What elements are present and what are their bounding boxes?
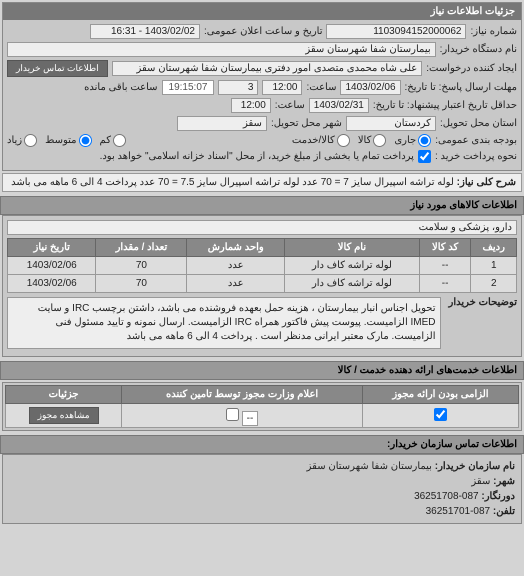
footer-fax: 087-36251708 — [414, 491, 479, 502]
days-remain: 3 — [218, 80, 258, 95]
budget-radio-group: جاری کالا کالا/خدمت — [292, 134, 431, 147]
requester-value: بیمارستان شفا شهرستان سقز — [7, 42, 436, 57]
valid-time: 12:00 — [231, 98, 271, 113]
table-row: 1--لوله تراشه کاف دارعدد701403/02/06 — [8, 257, 517, 275]
payment-choice-label: نحوه پرداخت خرید : — [435, 151, 517, 162]
budget-radio-current[interactable] — [418, 134, 431, 147]
goods-table: ردیف کد کالا نام کالا واحد شمارش تعداد /… — [7, 238, 517, 293]
need-desc-label: شرح کلی نیاز: — [457, 177, 516, 188]
goods-section: دارو، پزشکی و سلامت ردیف کد کالا نام کال… — [2, 215, 522, 357]
valid-time-label: ساعت: — [275, 100, 305, 111]
creator-label: ایجاد کننده درخواست: — [426, 63, 517, 74]
auth-row: -- مشاهده مجوز — [6, 404, 519, 428]
budget-radio-goods[interactable] — [373, 134, 386, 147]
budget-label: بودجه بندی عمومی: — [435, 135, 517, 146]
col-date: تاریخ نیاز — [8, 239, 96, 257]
province-label: استان محل تحویل: — [440, 118, 517, 129]
footer-org-label: نام سازمان خریدار: — [435, 461, 515, 472]
col-unit: واحد شمارش — [187, 239, 285, 257]
need-no-label: شماره نیاز: — [470, 26, 517, 37]
deadline-date: 1403/02/06 — [340, 80, 400, 95]
payment-checkbox-input[interactable] — [418, 150, 431, 163]
auth-combo[interactable]: -- — [242, 411, 259, 426]
payment-note: پرداخت تمام یا بخشی از مبلغ خرید، از محل… — [100, 151, 414, 162]
priority-radio-group: کم متوسط زیاد — [7, 134, 126, 147]
city-label: شهر محل تحویل: — [271, 118, 342, 129]
announce-value: 1403/02/02 - 16:31 — [90, 24, 200, 39]
valid-date: 1403/02/31 — [309, 98, 369, 113]
priority-radio-low[interactable] — [113, 134, 126, 147]
footer-city-label: شهر: — [493, 476, 515, 487]
basic-info: شماره نیاز: 1103094152000062 تاریخ و ساع… — [3, 20, 521, 170]
col-code: کد کالا — [419, 239, 471, 257]
auth-declare-checkbox[interactable] — [226, 408, 239, 421]
footer-fax-label: دورنگار: — [481, 491, 515, 502]
auth-col-mandatory: الزامی بودن ارائه مجوز — [362, 386, 518, 404]
footer-title: اطلاعات تماس سازمان خریدار: — [0, 435, 524, 454]
main-panel: جزئیات اطلاعات نیاز شماره نیاز: 11030941… — [2, 2, 522, 171]
col-qty: تعداد / مقدار — [96, 239, 187, 257]
buyer-note-text: تحویل اجناس انبار بیمارستان ، هزینه حمل … — [7, 297, 441, 349]
footer-org: بیمارستان شفا شهرستان سقز — [307, 461, 432, 472]
city-value: سقز — [177, 116, 267, 131]
footer-section: نام سازمان خریدار: بیمارستان شفا شهرستان… — [2, 454, 522, 524]
need-description-box: شرح کلی نیاز: لوله تراشه اسپیرال سایز 7 … — [2, 173, 522, 192]
goods-category: دارو، پزشکی و سلامت — [7, 220, 517, 235]
buyer-note-label: توضیحات خریدار — [449, 297, 518, 308]
view-license-button[interactable]: مشاهده مجوز — [29, 407, 99, 424]
auth-mandatory-checkbox[interactable] — [434, 408, 447, 421]
footer-tel: 087-36251701 — [426, 506, 491, 517]
need-desc-text: لوله تراشه اسپیرال سایز 7 = 70 عدد لوله … — [11, 177, 454, 188]
goods-section-title: اطلاعات کالاهای مورد نیاز — [0, 196, 524, 215]
panel-title: جزئیات اطلاعات نیاز — [3, 3, 521, 20]
deadline-time-label: ساعت: — [306, 82, 336, 93]
auth-col-declare: اعلام وزارت مجوز توسط تامین کننده — [122, 386, 363, 404]
col-name: نام کالا — [285, 239, 420, 257]
auth-col-details: جزئیات — [6, 386, 122, 404]
remain-suffix: ساعت باقی مانده — [84, 82, 157, 93]
contact-buyer-button[interactable]: اطلاعات تماس خریدار — [7, 60, 108, 77]
services-section-title: اطلاعات خدمت‌های ارائه دهنده خدمت / کالا — [0, 361, 524, 380]
priority-radio-mid[interactable] — [79, 134, 92, 147]
col-row: ردیف — [471, 239, 517, 257]
valid-label: حداقل تاریخ اعتبار پیشنهاد: تا تاریخ: — [373, 100, 517, 111]
footer-tel-label: تلفن: — [493, 506, 515, 517]
auth-table: الزامی بودن ارائه مجوز اعلام وزارت مجوز … — [5, 385, 519, 428]
budget-radio-goods-services[interactable] — [337, 134, 350, 147]
payment-checkbox[interactable] — [418, 150, 431, 163]
need-no-value: 1103094152000062 — [326, 24, 466, 39]
deadline-time: 12:00 — [262, 80, 302, 95]
table-row: 2--لوله تراشه کاف دارعدد701403/02/06 — [8, 275, 517, 293]
footer-city: سقز — [471, 476, 490, 487]
announce-label: تاریخ و ساعت اعلان عمومی: — [204, 26, 323, 37]
auth-section: الزامی بودن ارائه مجوز اعلام وزارت مجوز … — [2, 382, 522, 431]
creator-value: علی شاه محمدی متصدی امور دفتری بیمارستان… — [112, 61, 423, 76]
requester-label: نام دستگاه خریدار: — [440, 44, 517, 55]
province-value: کردستان — [346, 116, 436, 131]
countdown-timer: 19:15:07 — [162, 80, 215, 95]
deadline-label: مهلت ارسال پاسخ: تا تاریخ: — [405, 82, 517, 93]
priority-radio-high[interactable] — [24, 134, 37, 147]
